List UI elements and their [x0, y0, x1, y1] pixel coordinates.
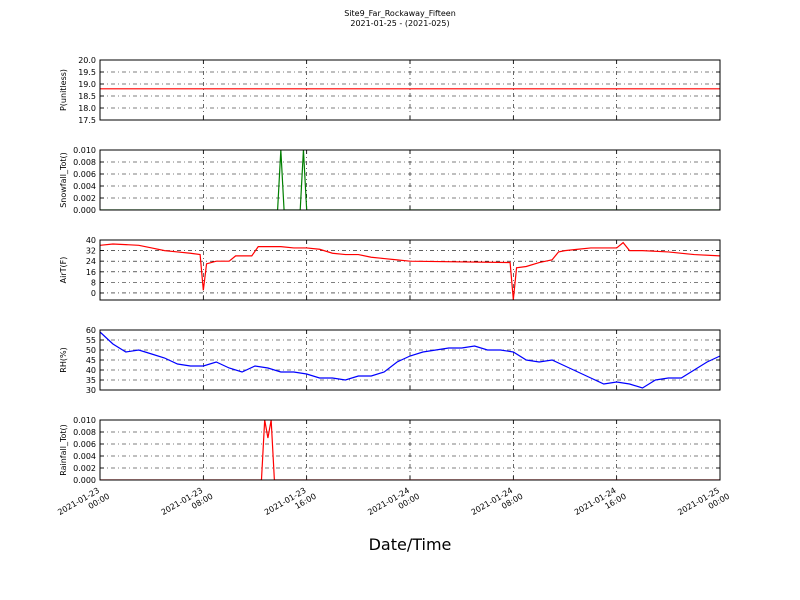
data-line — [100, 150, 720, 210]
x-axis-label: Date/Time — [369, 535, 452, 554]
y-axis-label: P(unitless) — [59, 69, 68, 111]
x-tick-label: 2021-01-2308:00 — [160, 483, 215, 526]
y-tick-label: 18.0 — [78, 104, 96, 113]
x-tick-label: 2021-01-2400:00 — [366, 483, 421, 526]
y-tick-label: 18.5 — [78, 92, 96, 101]
figure-subtitle: 2021-01-25 - (2021-025) — [350, 19, 449, 28]
y-tick-label: 60 — [86, 326, 96, 335]
y-tick-label: 19.0 — [78, 80, 96, 89]
figure-title: Site9_Far_Rockaway_Fifteen — [344, 9, 456, 18]
x-tick-label: 2021-01-2416:00 — [573, 483, 628, 526]
y-tick-label: 0.008 — [73, 158, 96, 167]
plot-frame — [99, 329, 721, 391]
y-tick-label: 55 — [86, 336, 96, 345]
y-tick-label: 0.008 — [73, 428, 96, 437]
y-tick-label: 40 — [86, 366, 96, 375]
x-tick-label: 2021-01-2500:00 — [676, 483, 731, 526]
plot-frame — [99, 239, 721, 301]
y-tick-label: 19.5 — [78, 68, 96, 77]
plot-frame — [99, 149, 721, 211]
plot-frame — [99, 59, 721, 121]
y-tick-label: 35 — [86, 376, 96, 385]
y-tick-label: 45 — [86, 356, 96, 365]
y-tick-label: 0.010 — [73, 416, 96, 425]
y-tick-label: 30 — [86, 386, 96, 395]
y-tick-label: 0.004 — [73, 452, 96, 461]
y-tick-label: 0.006 — [73, 440, 96, 449]
y-tick-label: 0.000 — [73, 206, 96, 215]
data-line — [100, 331, 720, 389]
y-tick-label: 0 — [91, 289, 96, 298]
y-tick-label: 0.010 — [73, 146, 96, 155]
y-tick-label: 0.004 — [73, 182, 96, 191]
y-tick-label: 20.0 — [78, 56, 96, 65]
y-tick-label: 50 — [86, 346, 96, 355]
x-tick-label: 2021-01-2316:00 — [263, 483, 318, 526]
y-tick-label: 32 — [86, 247, 96, 256]
y-tick-label: 8 — [91, 278, 96, 287]
y-tick-label: 0.000 — [73, 476, 96, 485]
y-tick-label: 17.5 — [78, 116, 96, 125]
y-tick-label: 16 — [86, 268, 96, 277]
data-line — [100, 241, 720, 300]
y-tick-label: 0.002 — [73, 194, 96, 203]
data-line — [100, 420, 720, 480]
y-axis-label: RH(%) — [59, 347, 68, 372]
y-tick-label: 24 — [86, 257, 96, 266]
y-axis-label: Snowfall_Tot() — [59, 152, 68, 208]
y-tick-label: 0.002 — [73, 464, 96, 473]
y-axis-label: Rainfall_Tot() — [59, 424, 68, 476]
y-tick-label: 40 — [86, 236, 96, 245]
x-tick-label: 2021-01-2300:00 — [56, 483, 111, 526]
x-tick-label: 2021-01-2408:00 — [470, 483, 525, 526]
y-tick-label: 0.006 — [73, 170, 96, 179]
y-axis-label: AirT(F) — [59, 257, 68, 284]
plot-frame — [99, 419, 721, 481]
